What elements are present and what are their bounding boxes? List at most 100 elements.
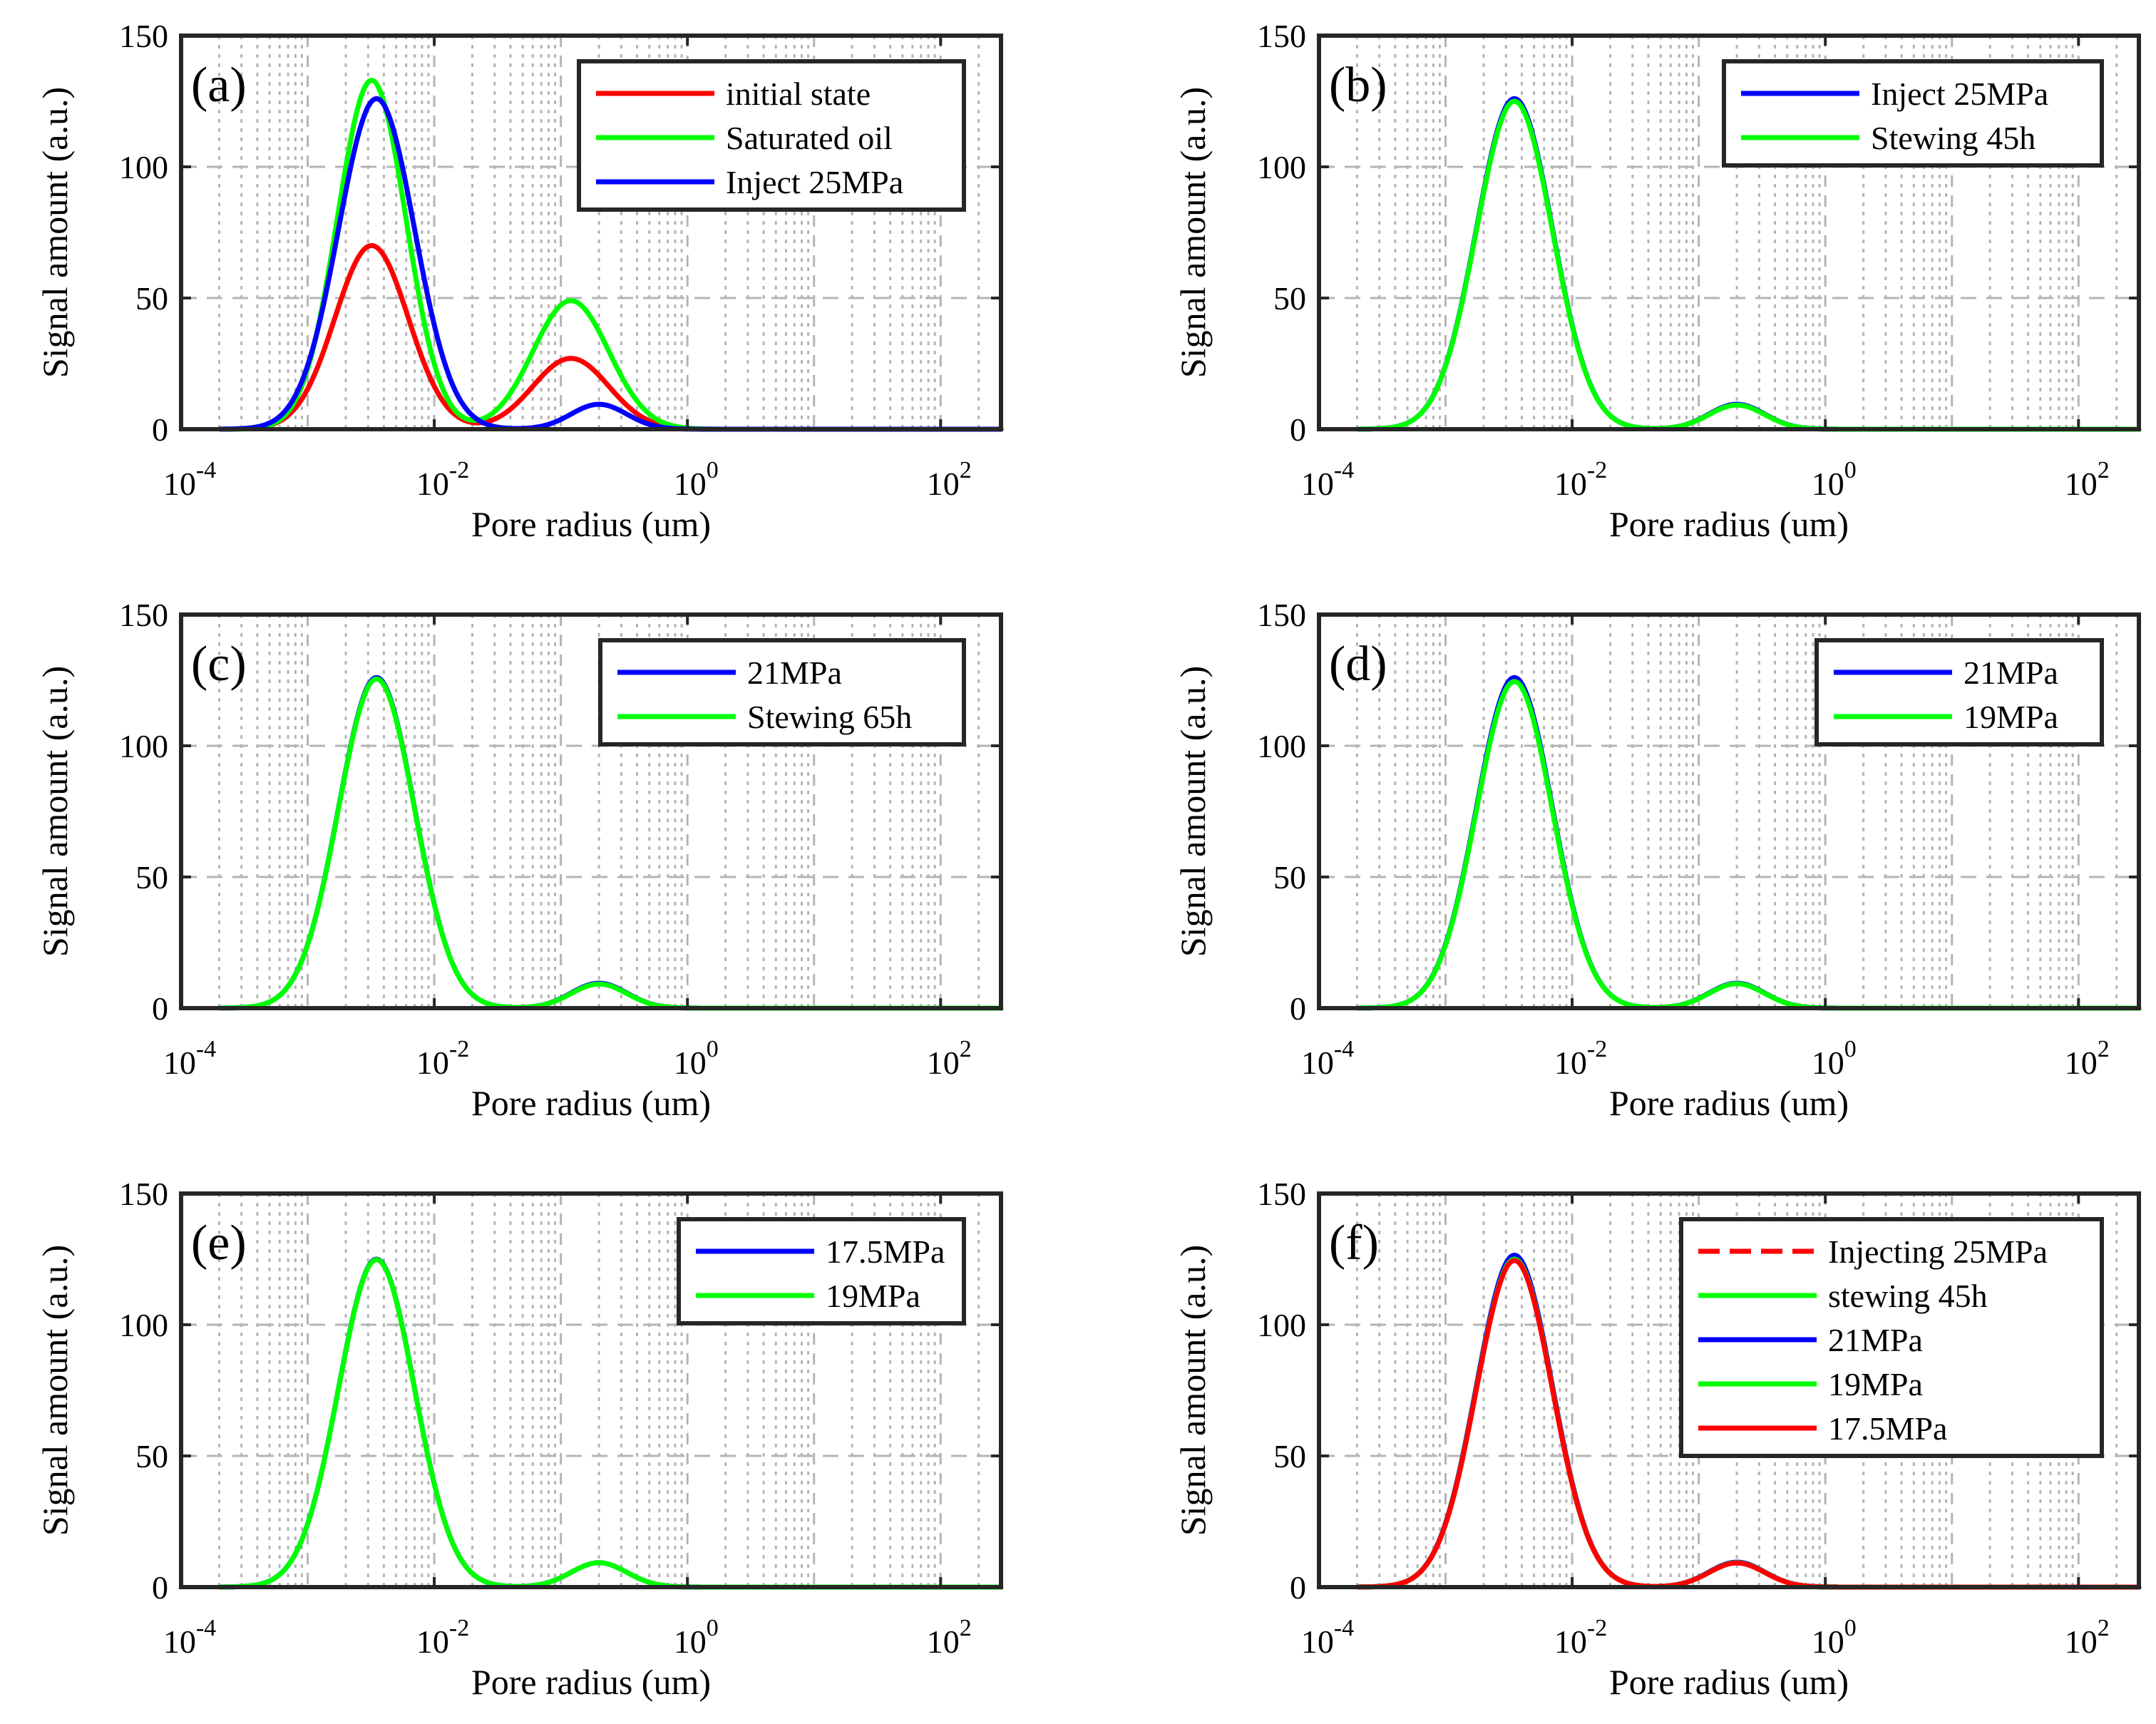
x-tick-label: 10-4 [1301, 1036, 1354, 1081]
y-axis-label: Signal amount (a.u.) [35, 666, 75, 957]
x-tick-label: 10-4 [1301, 1615, 1354, 1660]
y-axis-label: Signal amount (a.u.) [1173, 1245, 1213, 1536]
chart-panel: 10-4 10-2 100 102 0 50 100 150 Pore radius (um) S… [1173, 597, 2142, 1123]
x-tick-label: 102 [2065, 457, 2110, 502]
legend-label: 19MPa [1963, 699, 2058, 735]
x-axis-label: Pore radius (um) [1609, 504, 1849, 544]
panel-label: (e) [191, 1216, 247, 1271]
x-tick-label: 100 [1812, 1036, 1857, 1081]
legend-label: 19MPa [826, 1278, 920, 1314]
x-tick-label: 102 [2065, 1615, 2110, 1660]
legend: Inject 25MPa Stewing 45h [1722, 59, 2104, 168]
y-tick-label: 0 [152, 1569, 168, 1606]
x-tick-label: 100 [674, 1036, 719, 1081]
legend-label: 19MPa [1828, 1366, 1923, 1402]
legend-label: 17.5MPa [826, 1233, 945, 1270]
legend: 21MPa Stewing 65h [598, 638, 966, 746]
legend: 17.5MPa 19MPa [677, 1217, 966, 1325]
legend: initial state Saturated oil Inject 25MPa [577, 59, 966, 212]
y-tick-label: 150 [119, 1176, 168, 1212]
legend-box [1722, 59, 2104, 168]
legend-label: 21MPa [747, 655, 842, 691]
x-tick-label: 10-4 [163, 457, 216, 502]
y-tick-label: 100 [119, 149, 168, 185]
y-tick-label: 150 [119, 597, 168, 633]
x-tick-label: 10-2 [416, 1036, 469, 1081]
x-tick-label: 100 [674, 1615, 719, 1660]
y-axis-label: Signal amount (a.u.) [1173, 87, 1213, 378]
y-axis-label: Signal amount (a.u.) [35, 87, 75, 378]
axes-frame [179, 1191, 1003, 1589]
x-tick-label: 10-2 [1554, 457, 1607, 502]
x-tick-label: 10-2 [416, 457, 469, 502]
axes-frame [1317, 34, 2141, 431]
x-tick-label: 100 [1812, 457, 1857, 502]
y-tick-label: 50 [135, 280, 168, 317]
y-tick-label: 100 [1257, 149, 1306, 185]
x-tick-label: 102 [927, 457, 972, 502]
x-axis-label: Pore radius (um) [471, 1662, 711, 1702]
y-tick-label: 100 [119, 1307, 168, 1343]
x-tick-label: 102 [927, 1615, 972, 1660]
legend: Injecting 25MPa stewing 45h 21MPa 19MPa 17.5… [1679, 1217, 2104, 1458]
panel-label: (b) [1329, 58, 1387, 113]
legend-label: 17.5MPa [1828, 1410, 1947, 1447]
legend-label: stewing 45h [1828, 1278, 1988, 1314]
x-tick-label: 10-2 [1554, 1615, 1607, 1660]
y-tick-label: 50 [135, 859, 168, 896]
x-tick-label: 10-4 [1301, 457, 1354, 502]
legend-label: Stewing 65h [747, 699, 912, 735]
x-tick-label: 100 [1812, 1615, 1857, 1660]
chart-panel: 10-4 10-2 100 102 0 50 100 150 Pore radius (um) S… [35, 597, 1004, 1123]
legend: 21MPa 19MPa [1814, 638, 2104, 746]
y-tick-label: 0 [152, 990, 168, 1027]
panel-label: (f) [1329, 1216, 1379, 1271]
legend-label: Injecting 25MPa [1828, 1233, 2048, 1270]
y-tick-label: 50 [1273, 280, 1306, 317]
axes-frame [1317, 612, 2141, 1010]
x-tick-label: 10-4 [163, 1036, 216, 1081]
y-tick-label: 100 [1257, 728, 1306, 764]
y-tick-label: 0 [1290, 1569, 1306, 1606]
axes-frame [179, 612, 1003, 1010]
axes-frame [179, 34, 1003, 431]
y-tick-label: 50 [1273, 859, 1306, 896]
y-tick-label: 150 [1257, 18, 1306, 54]
y-axis-label: Signal amount (a.u.) [35, 1245, 75, 1536]
x-tick-label: 102 [2065, 1036, 2110, 1081]
x-tick-label: 10-2 [1554, 1036, 1607, 1081]
x-tick-label: 10-4 [163, 1615, 216, 1660]
x-tick-label: 100 [674, 457, 719, 502]
x-axis-label: Pore radius (um) [471, 1083, 711, 1123]
y-tick-label: 100 [119, 728, 168, 764]
y-tick-label: 150 [119, 18, 168, 54]
legend-label: Inject 25MPa [1871, 76, 2048, 112]
legend-label: Stewing 45h [1871, 120, 2036, 156]
y-tick-label: 50 [135, 1438, 168, 1474]
chart-panel: 10-4 10-2 100 102 0 50 100 150 Pore radius (um) S… [35, 18, 1004, 544]
y-tick-label: 0 [1290, 990, 1306, 1027]
legend-box [1814, 638, 2104, 746]
chart-panel: 10-4 10-2 100 102 0 50 100 150 Pore radius (um) S… [1173, 1176, 2142, 1702]
legend-label: initial state [726, 76, 871, 112]
y-tick-label: 150 [1257, 1176, 1306, 1212]
x-axis-label: Pore radius (um) [471, 504, 711, 544]
chart-panel: 10-4 10-2 100 102 0 50 100 150 Pore radius (um) S… [35, 1176, 1004, 1702]
x-tick-label: 10-2 [416, 1615, 469, 1660]
legend-label: Inject 25MPa [726, 164, 903, 200]
y-tick-label: 50 [1273, 1438, 1306, 1474]
legend-box [677, 1217, 966, 1325]
legend-label: 21MPa [1963, 655, 2058, 691]
x-axis-label: Pore radius (um) [1609, 1083, 1849, 1123]
y-tick-label: 100 [1257, 1307, 1306, 1343]
legend-label: Saturated oil [726, 120, 893, 156]
panel-label: (d) [1329, 637, 1387, 692]
axes-frame [1317, 1191, 2141, 1589]
legend-box [598, 638, 966, 746]
panel-label: (c) [191, 637, 247, 692]
x-axis-label: Pore radius (um) [1609, 1662, 1849, 1702]
y-tick-label: 0 [152, 411, 168, 448]
legend-label: 21MPa [1828, 1322, 1923, 1358]
y-axis-label: Signal amount (a.u.) [1173, 666, 1213, 957]
